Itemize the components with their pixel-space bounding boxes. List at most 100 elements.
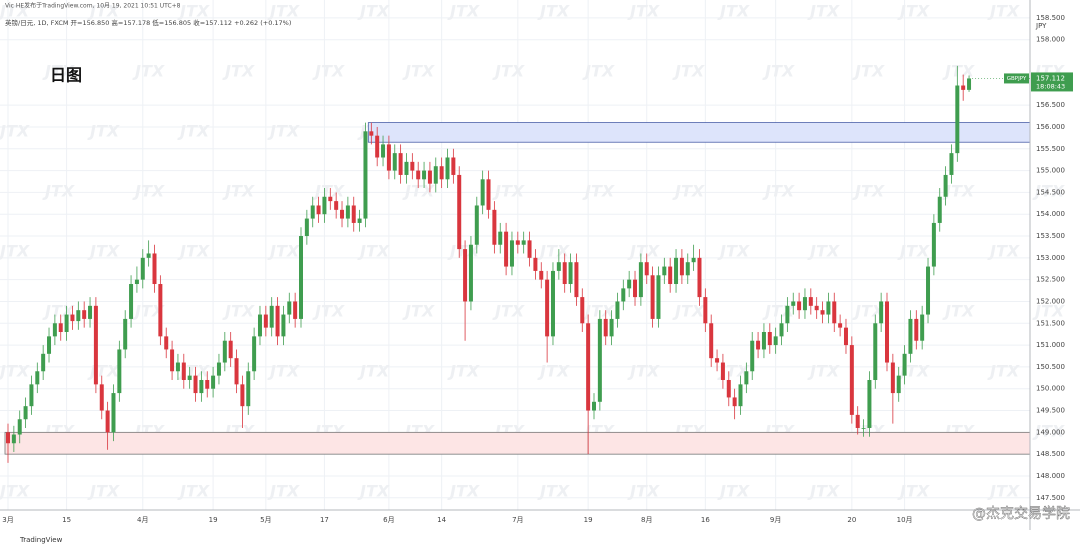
watermark: JTX xyxy=(897,482,930,501)
candle-body xyxy=(299,236,303,319)
candle-body xyxy=(457,174,462,250)
x-tick-label: 10月 xyxy=(897,516,913,524)
watermark: JTX xyxy=(177,482,210,501)
watermark: JTX xyxy=(492,182,525,201)
watermark: JTX xyxy=(87,482,120,501)
candle-body xyxy=(422,170,427,180)
y-tick-label: 148.500 xyxy=(1036,450,1065,458)
candle-body xyxy=(416,170,421,180)
x-tick-label: 7月 xyxy=(512,516,523,524)
zone xyxy=(4,431,1031,455)
watermark: JTX xyxy=(582,182,615,201)
watermark: JTX xyxy=(357,2,390,21)
watermark: JTX xyxy=(897,242,930,261)
candle-body xyxy=(392,153,397,171)
watermark: JTX xyxy=(717,482,750,501)
y-tick-label: 154.000 xyxy=(1036,210,1065,218)
candle-body xyxy=(562,262,567,285)
candle-body xyxy=(791,301,796,306)
watermark: JTX xyxy=(852,302,885,321)
y-tick-label: 149.500 xyxy=(1036,407,1065,415)
watermark: JTX xyxy=(402,62,435,81)
watermark: JTX xyxy=(1032,302,1065,321)
candle-body xyxy=(164,336,169,350)
candles xyxy=(6,65,972,463)
candle-body xyxy=(474,205,479,245)
watermark: JTX xyxy=(582,62,615,81)
watermark: JTX xyxy=(1032,422,1065,441)
candle-body xyxy=(369,131,374,136)
watermark: JTX xyxy=(537,362,570,381)
candle-body xyxy=(685,262,690,276)
candle-body xyxy=(246,371,251,407)
y-tick-label: 155.000 xyxy=(1036,167,1065,175)
watermark: JTX xyxy=(222,62,255,81)
candle-body xyxy=(568,262,573,285)
watermark: JTX xyxy=(807,362,840,381)
candle-body xyxy=(662,266,667,276)
candle-body xyxy=(117,349,122,394)
candle-body xyxy=(445,157,450,180)
candle-body xyxy=(674,257,679,285)
watermark: JTX xyxy=(1032,182,1065,201)
y-tick-label: 151.000 xyxy=(1036,341,1065,349)
y-tick-label: 150.000 xyxy=(1036,385,1065,393)
watermark: JTX xyxy=(717,2,750,21)
watermark: JTX xyxy=(132,62,165,81)
candle-body xyxy=(914,318,919,341)
watermark: JTX xyxy=(87,2,120,21)
watermark: JTX xyxy=(0,482,30,501)
candle-body xyxy=(88,305,93,319)
candle-body xyxy=(404,161,409,175)
watermark: JTX xyxy=(312,302,345,321)
candle-body xyxy=(105,410,110,433)
candle-body xyxy=(17,419,22,435)
publisher: Vic HE发布于TradingView.com, 10月 19, 2021 1… xyxy=(5,2,181,10)
candle-body xyxy=(920,314,925,341)
candle-body xyxy=(498,231,503,245)
y-tick-label: 156.000 xyxy=(1036,123,1065,131)
zones xyxy=(4,122,1031,455)
x-tick-label: 19 xyxy=(209,516,218,524)
candle-body xyxy=(222,340,227,363)
candle-body xyxy=(709,323,714,359)
watermark: JTX xyxy=(987,2,1020,21)
candle-body xyxy=(234,358,239,385)
candle-body xyxy=(732,397,737,407)
footer xyxy=(0,530,1080,549)
candle-body xyxy=(586,323,591,411)
watermark: JTX xyxy=(177,2,210,21)
y-tick-label: 151.500 xyxy=(1036,319,1065,327)
watermark: JTX xyxy=(312,182,345,201)
candle-body xyxy=(633,279,638,298)
candle-body xyxy=(310,205,315,219)
candle-body xyxy=(99,384,104,411)
watermark: JTX xyxy=(267,242,300,261)
watermark: JTX xyxy=(537,482,570,501)
watermark: JTX xyxy=(267,2,300,21)
watermark: JTX xyxy=(942,302,975,321)
y-tick-label: 153.000 xyxy=(1036,254,1065,262)
x-tick-label: 14 xyxy=(437,516,446,524)
watermark: JTX xyxy=(492,302,525,321)
watermark: JTX xyxy=(447,482,480,501)
watermark: JTX xyxy=(222,182,255,201)
x-tick-label: 15 xyxy=(62,516,71,524)
candle-body xyxy=(703,297,708,324)
x-tick-label: 16 xyxy=(701,516,710,524)
candle-body xyxy=(638,262,643,298)
candle-body xyxy=(181,362,186,380)
candle-body xyxy=(955,85,960,154)
candle-body xyxy=(187,375,192,380)
watermark: JTX xyxy=(267,482,300,501)
watermark: JTX xyxy=(42,62,75,81)
candle-body xyxy=(439,166,444,180)
candle-body xyxy=(785,305,790,324)
candle-body xyxy=(650,275,655,319)
candle-body xyxy=(896,375,901,394)
candle-body xyxy=(211,375,216,389)
candle-body xyxy=(931,222,936,267)
y-tick-label: 158.500 xyxy=(1036,14,1065,22)
candle-body xyxy=(23,406,28,420)
candle-body xyxy=(381,144,386,158)
